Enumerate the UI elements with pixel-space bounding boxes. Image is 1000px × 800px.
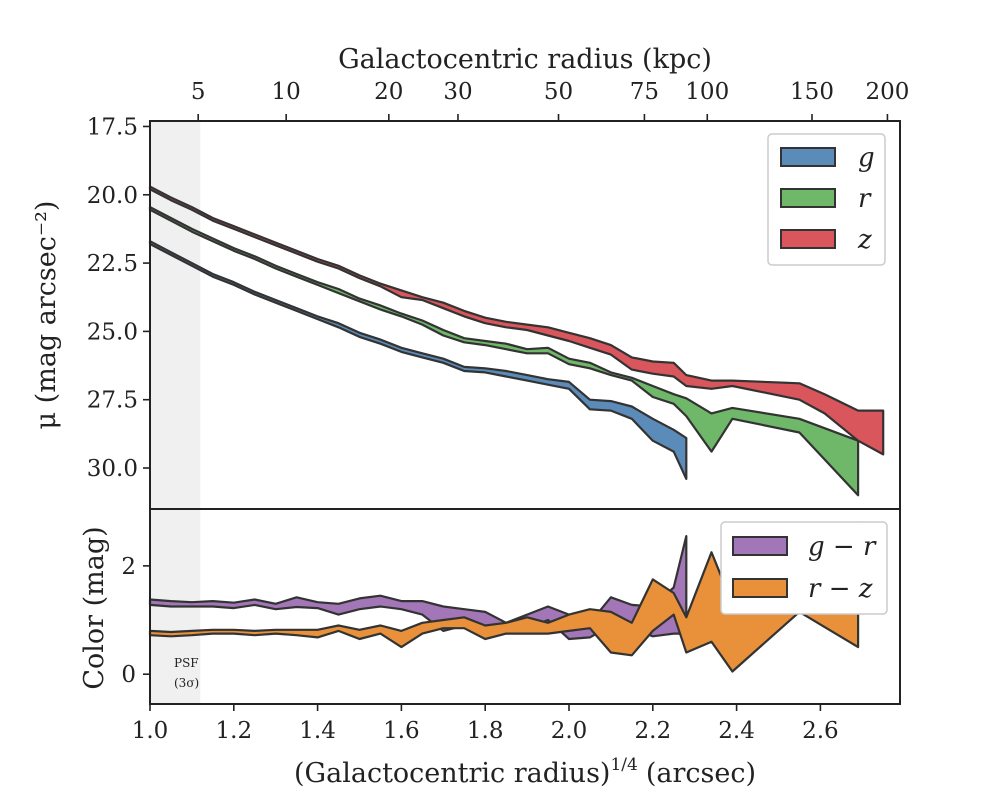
bottom-x-axis: 1.0 1.2 1.4 1.6 1.8 2.0 2.2 2.4 2.6	[132, 704, 839, 744]
top-tick-label: 10	[272, 79, 301, 105]
psf-sigma-label: (3σ)	[174, 676, 199, 690]
color-band	[148, 521, 860, 673]
legend-label-color: g − r	[808, 532, 877, 562]
bottom-y-tick-label: 2	[121, 554, 136, 580]
legend-swatch-g	[780, 147, 836, 167]
legend-swatch-z	[780, 229, 836, 249]
top-tick-label: 5	[191, 79, 206, 105]
surface-brightness-panel: 17.5 20.0 22.5 25.0 27.5 30.0 5 10 20 30 50 75 100 1…	[31, 44, 909, 510]
top-legend: grz	[767, 133, 886, 266]
color-bands	[148, 521, 860, 673]
band-g	[148, 240, 688, 480]
top-tick-label: 200	[865, 79, 909, 105]
x-tick-label: 1.8	[467, 718, 504, 744]
bottom-x-title: (Galactocentric radius)1/4 (arcsec)	[294, 755, 756, 789]
legend-label-z: z	[857, 225, 872, 255]
bottom-panel-frame	[149, 508, 901, 705]
y-tick-label: 27.5	[87, 388, 138, 414]
x-tick-label: 2.2	[635, 718, 672, 744]
top-axis-title: Galactocentric radius (kpc)	[338, 44, 712, 75]
top-tick-label: 75	[630, 79, 659, 105]
y-tick-label: 30.0	[87, 456, 138, 482]
top-tick-label: 20	[374, 79, 403, 105]
top-tick-label: 30	[443, 79, 472, 105]
top-tick-label: 150	[790, 79, 834, 105]
legend-label-r: r	[858, 184, 872, 214]
x-tick-label: 1.2	[216, 718, 253, 744]
surface-brightness-bands	[148, 185, 885, 497]
legend-label-g: g	[858, 143, 875, 173]
legend-swatch-color	[732, 578, 788, 598]
x-tick-label: 1.4	[299, 718, 336, 744]
x-tick-label: 2.6	[802, 718, 839, 744]
y-tick-label: 20.0	[87, 183, 138, 209]
y-tick-label: 25.0	[87, 319, 138, 345]
x-tick-label: 1.6	[383, 718, 420, 744]
color-y-title: Color (mag)	[79, 526, 110, 689]
legend-label-color: r − z	[808, 574, 873, 604]
top-tick-label: 100	[685, 79, 729, 105]
y-tick-label: 22.5	[87, 251, 138, 277]
legend-swatch-r	[780, 188, 836, 208]
legend-swatch-color	[732, 536, 788, 556]
top-y-axis: 17.5 20.0 22.5 25.0 27.5 30.0	[87, 114, 150, 482]
color-panel: 02 1.0 1.2 1.4 1.6 1.8 2.0 2.2 2.4 2.6 (Galactoc…	[79, 508, 901, 789]
bottom-y-tick-label: 0	[121, 662, 136, 688]
band-z	[148, 185, 885, 456]
x-tick-label: 2.4	[718, 718, 755, 744]
x-tick-label: 2.0	[551, 718, 588, 744]
surface-brightness-y-title: μ (mag arcsec⁻²)	[31, 201, 62, 430]
top-kpc-axis: 5 10 20 30 50 75 100 150 200	[191, 79, 909, 121]
band-r	[148, 206, 860, 497]
psf-label: PSF	[174, 656, 199, 670]
x-tick-label: 1.0	[132, 718, 169, 744]
y-tick-label: 17.5	[87, 114, 138, 140]
top-tick-label: 50	[544, 79, 573, 105]
bottom-legend: g − r r − z	[720, 521, 888, 615]
bottom-y-axis: 02	[121, 554, 150, 688]
psf-shaded-region	[150, 121, 201, 509]
